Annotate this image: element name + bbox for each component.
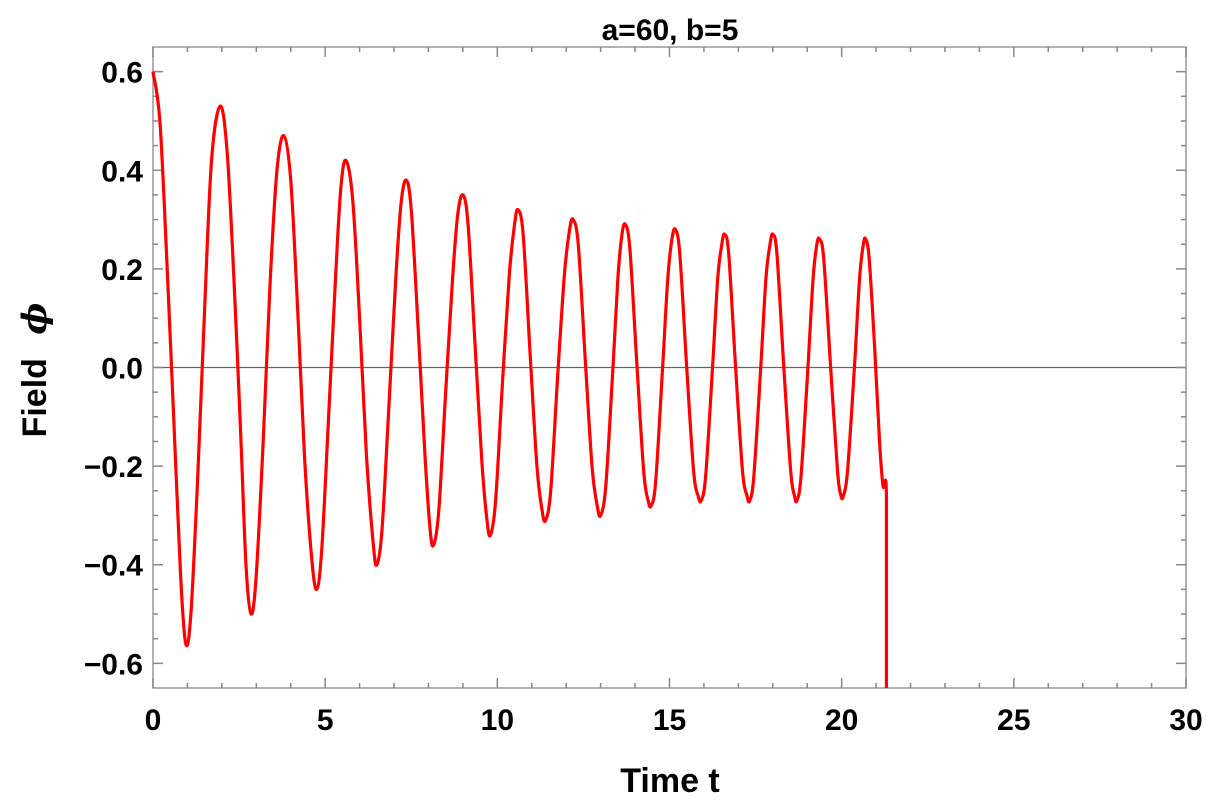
svg-text:Field ϕ: Field ϕ [15,303,55,438]
y-axis-label: Field ϕ [15,303,55,438]
x-tick-label: 20 [825,704,858,737]
x-tick-label: 5 [317,704,334,737]
phi-symbol: ϕ [15,303,55,335]
y-tick-label: 0.4 [101,155,143,188]
x-tick-label: 0 [145,704,162,737]
x-axis-label: Time t [620,762,720,800]
y-tick-label: −0.4 [84,550,144,583]
chart-title: a=60, b=5 [602,14,739,47]
y-tick-label: −0.2 [84,451,143,484]
x-tick-label: 10 [481,704,514,737]
x-tick-label: 30 [1169,704,1202,737]
series-line [151,71,889,688]
y-tick-label: −0.6 [84,648,143,681]
y-axis-label-text: Field [16,358,54,437]
y-tick-label: 0.2 [101,254,143,287]
y-tick-label: 0.0 [101,353,143,386]
x-tick-label: 25 [997,704,1030,737]
x-tick-label: 15 [653,704,686,737]
y-tick-label: 0.6 [101,57,143,90]
